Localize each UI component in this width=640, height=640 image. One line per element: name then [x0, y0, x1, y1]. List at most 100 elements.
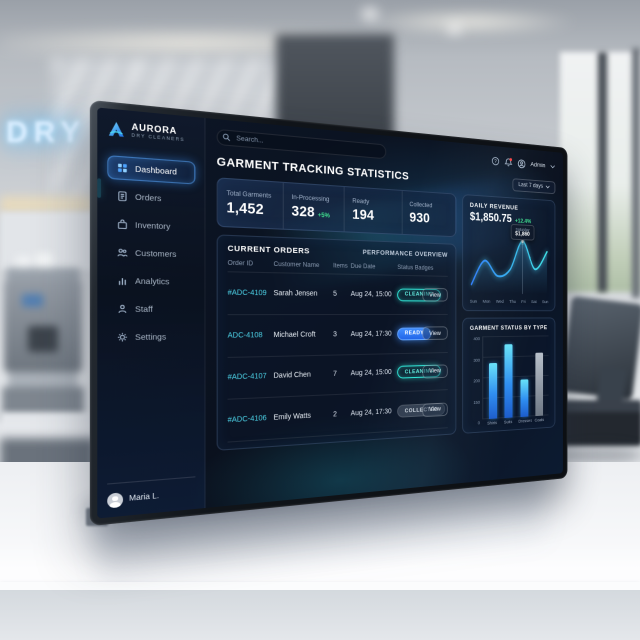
admin-menu[interactable] — [517, 158, 526, 169]
current-orders-panel: CURRENT ORDERS PERFORMANCE OVERVIEW Orde… — [217, 234, 457, 450]
revenue-line-chart: Saturday $1,860 — [470, 227, 549, 298]
staff-person-icon — [117, 304, 128, 314]
col-customer-name: Customer Name — [274, 261, 334, 270]
analytics-bars-icon — [117, 276, 128, 286]
orders-title: CURRENT ORDERS — [228, 243, 310, 255]
x-label: Sat — [531, 300, 537, 305]
sidebar-item-label: Dashboard — [135, 164, 177, 177]
y-tick: 150 — [473, 399, 479, 404]
col-status-badges: Status Badges — [397, 264, 447, 272]
sidebar-nav: Dashboard Orders Inventory — [107, 155, 195, 349]
stat-value: 328 — [291, 203, 314, 220]
due-date: Aug 24, 15:00 — [351, 369, 398, 377]
notifications-button[interactable] — [504, 157, 512, 167]
sidebar-item-staff[interactable]: Staff — [107, 297, 195, 321]
bar-label: Dresses — [518, 418, 529, 423]
coffee-cup — [36, 253, 53, 268]
revenue-area — [471, 239, 547, 294]
due-date: Aug 24, 15:00 — [351, 291, 398, 298]
monitor: AURORA DRY CLEANERS Dashboard Orders — [90, 100, 568, 526]
view-button[interactable]: View — [422, 402, 448, 417]
stat-ready: Ready 194 — [344, 187, 402, 234]
y-tick: 0 — [478, 420, 480, 425]
sidebar-item-inventory[interactable]: Inventory — [107, 212, 195, 239]
bar-dresses — [520, 379, 528, 417]
view-button[interactable]: View — [422, 288, 448, 302]
right-column: DAILY REVENUE $1,850.75 +12.4% Saturday … — [462, 194, 555, 434]
garment-status-title: GARMENT STATUS BY TYPE — [470, 325, 549, 332]
x-label: Thu — [509, 300, 516, 305]
bar-label: Shirts — [486, 420, 497, 425]
due-date: Aug 24, 17:30 — [351, 330, 398, 337]
items-count: 3 — [333, 331, 351, 338]
order-id-link[interactable]: ADC-4108 — [228, 331, 274, 339]
items-count: 2 — [333, 411, 351, 419]
sidebar-item-label: Analytics — [135, 276, 169, 287]
ceiling-spot-light — [362, 8, 378, 20]
customers-icon — [117, 247, 128, 257]
window-frame — [632, 48, 640, 298]
items-count: 5 — [333, 291, 351, 298]
coffee-machine — [0, 248, 90, 428]
user-name: Maria L. — [129, 493, 159, 504]
x-label: Wed — [496, 300, 504, 305]
stat-collected: Collected 930 — [401, 191, 455, 236]
date-range-button[interactable]: Last 7 days — [513, 178, 556, 194]
search-box — [217, 128, 387, 159]
sidebar-item-orders[interactable]: Orders — [107, 183, 195, 211]
revenue-amount: $1,850.75 — [470, 211, 512, 224]
y-tick: 300 — [473, 357, 479, 362]
items-count: 7 — [333, 371, 351, 379]
bar-chart-y-axis: 400 300 200 150 0 — [470, 336, 480, 426]
help-button[interactable]: ? — [491, 156, 499, 166]
stat-total-garments: Total Garments 1,452 — [218, 178, 283, 228]
window-mullion — [598, 52, 607, 292]
coffee-machine-screen — [22, 294, 43, 307]
ceiling-spot-light — [448, 24, 461, 34]
page-title: GARMENT TRACKING STATISTICS — [217, 155, 409, 182]
sidebar-item-analytics[interactable]: Analytics — [107, 269, 195, 294]
bar-label: Suits — [503, 419, 514, 424]
coffee-machine-tray — [8, 372, 78, 387]
stat-label: Collected — [409, 201, 448, 210]
search-input[interactable] — [217, 128, 387, 159]
sidebar-item-label: Orders — [135, 192, 161, 204]
sidebar-item-settings[interactable]: Settings — [107, 325, 195, 349]
sidebar-item-dashboard[interactable]: Dashboard — [107, 155, 195, 185]
order-id-link[interactable]: #ADC-4106 — [228, 415, 274, 425]
order-id-link[interactable]: #ADC-4109 — [228, 289, 274, 297]
table-row: ADC-4108 Michael Croft 3 Aug 24, 17:30 R… — [228, 314, 448, 357]
brand-logo: AURORA DRY CLEANERS — [107, 120, 195, 144]
view-button[interactable]: View — [422, 326, 448, 340]
y-tick: 400 — [473, 336, 479, 341]
bar-suits — [505, 344, 513, 418]
stat-value: 1,452 — [226, 199, 263, 217]
order-id-link[interactable]: #ADC-4107 — [228, 373, 274, 382]
view-button[interactable]: View — [422, 364, 448, 378]
main-content: ? — [206, 118, 563, 508]
dashboard-screen: AURORA DRY CLEANERS Dashboard Orders — [97, 107, 563, 518]
sidebar-user[interactable]: Maria L. — [107, 476, 195, 508]
chevron-down-icon — [550, 163, 555, 170]
svg-text:?: ? — [494, 159, 496, 165]
y-tick: 200 — [473, 378, 479, 383]
chevron-down-icon — [545, 184, 550, 189]
customer-name: Emily Watts — [274, 411, 334, 421]
admin-person-icon — [517, 158, 526, 169]
admin-label: Admin — [530, 161, 545, 169]
col-due-date: Due Date — [351, 263, 398, 271]
notification-badge — [509, 158, 512, 161]
bar-coats — [536, 352, 544, 415]
garment-status-panel: GARMENT STATUS BY TYPE 400 300 200 150 0 — [462, 317, 555, 433]
performance-overview-label: PERFORMANCE OVERVIEW — [363, 249, 448, 259]
settings-gear-icon — [117, 332, 128, 342]
counter-front-face — [0, 590, 640, 640]
sidebar-item-customers[interactable]: Customers — [107, 240, 195, 266]
stats-panel: Total Garments 1,452 In-Processing 328 +… — [217, 177, 457, 237]
customer-name: Michael Croft — [274, 331, 334, 339]
sidebar-item-label: Settings — [135, 332, 166, 342]
sidebar: AURORA DRY CLEANERS Dashboard Orders — [97, 107, 205, 518]
content-area: Total Garments 1,452 In-Processing 328 +… — [217, 177, 556, 451]
bars — [483, 335, 548, 418]
sidebar-item-label: Customers — [135, 248, 176, 259]
